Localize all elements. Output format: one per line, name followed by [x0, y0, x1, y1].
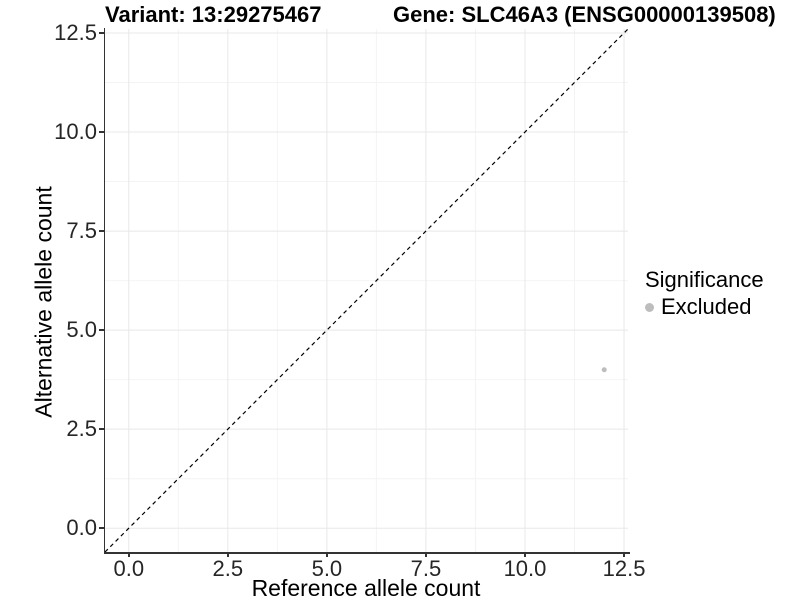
y-tick-mark — [99, 527, 104, 529]
x-axis-title: Reference allele count — [251, 575, 481, 600]
gene-title: Gene: SLC46A3 (ENSG00000139508) — [393, 2, 776, 27]
y-tick-label: 5.0 — [66, 317, 97, 343]
identity-line — [105, 29, 628, 552]
x-tick-mark — [425, 552, 427, 557]
y-tick-mark — [99, 32, 104, 34]
y-tick-label: 10.0 — [54, 119, 97, 144]
x-tick-label: 5.0 — [311, 556, 343, 581]
x-tick-label: 2.5 — [212, 556, 244, 581]
legend: Significance Excluded — [645, 267, 764, 320]
y-tick-mark — [99, 329, 104, 331]
legend-item-excluded: Excluded — [645, 294, 764, 320]
y-tick-mark — [99, 230, 104, 232]
x-tick-label: 7.5 — [410, 556, 442, 581]
variant-title: Variant: 13:29275467 — [105, 2, 322, 27]
plot-canvas — [105, 29, 628, 552]
y-tick-mark — [99, 131, 104, 133]
x-tick-mark — [524, 552, 526, 557]
x-tick-mark — [326, 552, 328, 557]
x-tick-label: 12.5 — [602, 556, 646, 581]
y-axis-line — [103, 28, 105, 553]
data-point — [601, 367, 607, 373]
x-tick-label: 10.0 — [503, 556, 547, 581]
y-tick-label: 2.5 — [66, 416, 97, 442]
legend-item-label: Excluded — [661, 294, 752, 319]
x-tick-mark — [623, 552, 625, 557]
x-tick-mark — [227, 552, 229, 557]
y-tick-label: 0.0 — [66, 515, 97, 541]
y-tick-label: 7.5 — [66, 218, 97, 244]
plot-panel — [105, 29, 628, 552]
x-tick-label: 0.0 — [113, 556, 145, 581]
x-axis-line — [103, 552, 630, 554]
y-tick-label: 12.5 — [54, 19, 97, 45]
x-tick-mark — [128, 552, 130, 557]
legend-point-icon — [645, 302, 654, 312]
legend-title: Significance — [645, 267, 764, 292]
y-tick-mark — [99, 428, 104, 430]
